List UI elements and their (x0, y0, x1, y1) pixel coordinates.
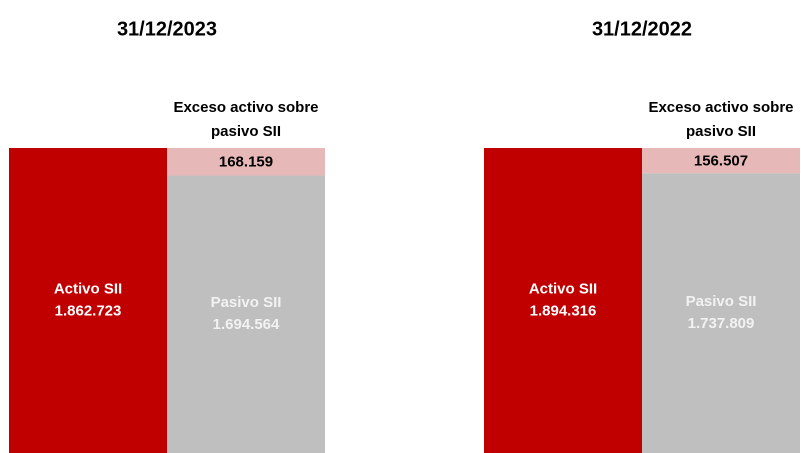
segment-name: Pasivo SII (686, 293, 757, 310)
value-label: 168.159 (219, 154, 273, 171)
value-label: 1.894.316 (530, 302, 597, 319)
segment-name: Pasivo SII (211, 294, 282, 311)
value-label: 1.694.564 (213, 316, 280, 333)
chart-title: 31/12/2023 (117, 18, 217, 40)
segment-name: Exceso activo sobre pasivo SII (173, 99, 319, 140)
value-label: 1.862.723 (55, 302, 122, 319)
segment-name: Exceso activo sobre pasivo SII (648, 99, 794, 140)
segment-name: Activo SII (54, 280, 122, 297)
bar-segment (642, 148, 800, 174)
bar-segment (484, 148, 642, 453)
value-label: 1.737.809 (688, 315, 755, 332)
bar-segment (9, 148, 167, 453)
segment-name: Activo SII (529, 280, 597, 297)
bar-segment (167, 148, 325, 176)
bar-segment (642, 173, 800, 453)
chart-title: 31/12/2022 (592, 18, 692, 40)
bar-segment (167, 175, 325, 453)
value-label: 156.507 (694, 153, 748, 170)
